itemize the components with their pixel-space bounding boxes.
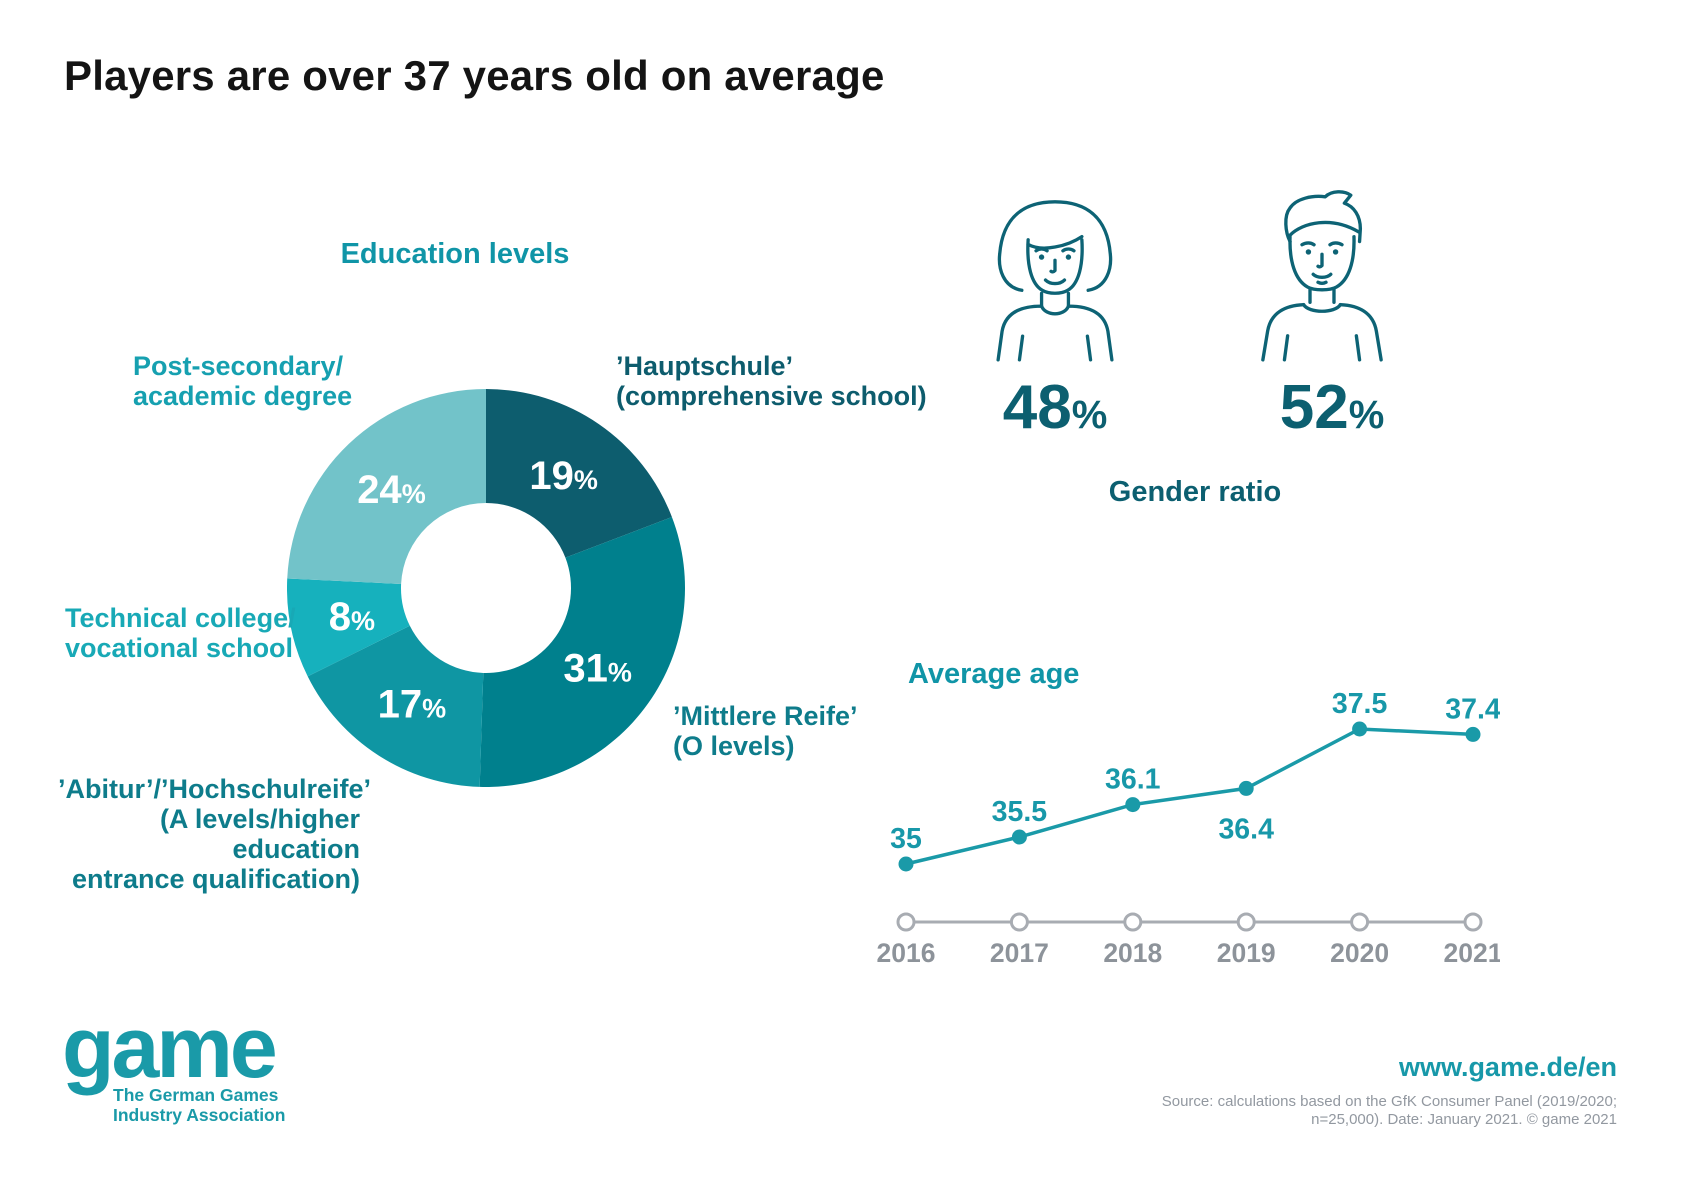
label-line: academic degree	[133, 381, 353, 411]
label-line: ’Hauptschule’	[616, 351, 794, 381]
donut-label-technical-college: Technical college/ vocational school	[65, 603, 296, 663]
man-outline-icon	[1261, 190, 1383, 362]
page-title: Players are over 37 years old on average	[64, 52, 885, 99]
svg-text:37.4: 37.4	[1445, 693, 1500, 725]
svg-text:36.4: 36.4	[1218, 813, 1274, 845]
svg-text:2018: 2018	[1103, 938, 1162, 968]
female-percentage: 48%	[945, 372, 1165, 443]
svg-text:36.1: 36.1	[1105, 764, 1161, 796]
woman-outline-icon	[996, 200, 1114, 362]
label-line: vocational school	[65, 633, 294, 663]
average-age-line-chart: 35 35.5 36.1 36.4 37.5 37.4 2016 2017 2018 2019 20…	[877, 688, 1500, 968]
source-note: Source: calculations based on the GfK Co…	[1017, 1093, 1617, 1129]
average-age-chart-title: Average age	[908, 658, 1080, 690]
label-line: ’Mittlere Reife’	[673, 701, 858, 731]
svg-text:17%: 17%	[378, 682, 447, 726]
female-percentage-value: 48	[1002, 373, 1072, 442]
website-link[interactable]: www.game.de/en	[1398, 1052, 1617, 1082]
label-line: entrance qualification)	[71, 864, 360, 894]
donut-label-mittlere-reife: ’Mittlere Reife’ (O levels)	[673, 701, 858, 761]
svg-text:19%: 19%	[529, 454, 598, 498]
percent-sign: %	[1348, 393, 1385, 437]
tagline-line: Industry Association	[113, 1105, 286, 1125]
donut-label-post-secondary: Post-secondary/ academic degree	[133, 351, 352, 411]
svg-text:35.5: 35.5	[992, 796, 1048, 828]
svg-text:2017: 2017	[990, 938, 1049, 968]
label-line: (A levels/higher education	[159, 804, 360, 864]
gender-ratio-title: Gender ratio	[1108, 476, 1282, 508]
logo-tagline: The German Games Industry Association	[113, 1085, 285, 1125]
svg-text:2019: 2019	[1217, 938, 1276, 968]
percent-sign: %	[1071, 393, 1108, 437]
education-donut-chart: 19% 31% 17%8% 24%	[287, 389, 685, 787]
svg-text:2020: 2020	[1330, 938, 1389, 968]
education-chart-title: Education levels	[340, 238, 570, 270]
donut-label-abitur: ’Abitur’/’Hochschulreife’ (A levels/high…	[58, 774, 372, 894]
male-percentage-value: 52	[1279, 373, 1349, 442]
label-line: Technical college/	[65, 603, 296, 633]
svg-text:24%: 24%	[357, 468, 426, 512]
label-line: (comprehensive school)	[616, 381, 927, 411]
svg-text:8%: 8%	[329, 595, 375, 639]
tagline-line: The German Games	[113, 1085, 279, 1105]
source-line: Source: calculations based on the GfK Co…	[1161, 1093, 1617, 1110]
svg-text:31%: 31%	[563, 646, 632, 690]
svg-text:37.5: 37.5	[1332, 688, 1388, 720]
svg-text:2016: 2016	[877, 938, 936, 968]
male-percentage: 52%	[1222, 372, 1442, 443]
svg-text:2021: 2021	[1444, 938, 1500, 968]
game-logo: game	[62, 1000, 278, 1096]
label-line: (O levels)	[673, 731, 795, 761]
label-line: ’Abitur’/’Hochschulreife’	[58, 774, 372, 804]
source-line: n=25,000). Date: January 2021. © game 20…	[1311, 1111, 1617, 1128]
label-line: Post-secondary/	[133, 351, 344, 381]
donut-label-hauptschule: ’Hauptschule’ (comprehensive school)	[616, 351, 927, 411]
svg-text:35: 35	[890, 823, 922, 855]
